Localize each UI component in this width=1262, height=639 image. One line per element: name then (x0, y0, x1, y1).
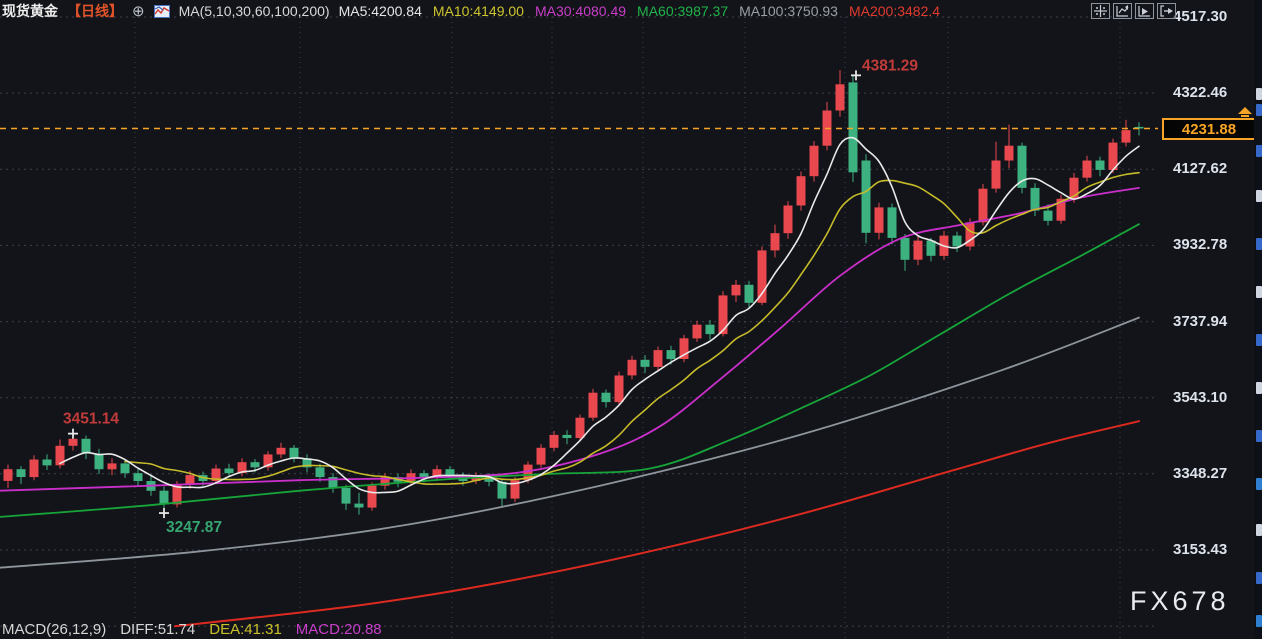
ma-legend-item: MA100:3750.93 (739, 3, 838, 19)
clipped-text-fragment (1256, 190, 1262, 202)
auto-scale-icon (1116, 5, 1129, 17)
clipped-text-fragment (1256, 615, 1262, 627)
ma-legend-item: MA5:4200.84 (338, 3, 422, 19)
clipped-text-fragment (1256, 382, 1262, 394)
macd-legend: MACD(26,12,9) DIFF:51.74 DEA:41.31 MACD:20.… (2, 621, 396, 638)
clipped-text-fragment (1256, 430, 1262, 442)
ma-legend-item: MA10:4149.00 (432, 3, 524, 19)
gridlines (0, 16, 1158, 639)
clipped-text-fragment (1256, 104, 1262, 116)
macd-dea-value: DEA:41.31 (209, 621, 282, 638)
all-time-high-label: 4381.29 (851, 57, 918, 81)
chart-legend: 现货黄金 【日线】 ⊕ MA(5,10,30,60,100,200) MA5:4… (2, 1, 940, 21)
clipped-text-fragment (1256, 524, 1262, 536)
current-price-tag: 4231.88 (1162, 118, 1256, 140)
symbol-label: 现货黄金 (2, 3, 58, 19)
clipped-text-fragment (1256, 145, 1262, 157)
current-price-value: 4231.88 (1181, 120, 1237, 138)
swing-low-label: 3247.87 (159, 508, 222, 536)
ma100-line (0, 316, 1140, 569)
go-to-latest-icon (1138, 6, 1150, 17)
macd-macd-value: MACD:20.88 (295, 621, 382, 638)
clipped-text-fragment (1256, 478, 1262, 490)
ma-settings-label: MA(5,10,30,60,100,200) (178, 3, 330, 19)
ma60-line (0, 223, 1140, 518)
svg-text:4381.29: 4381.29 (862, 57, 918, 74)
crosshair-icon (1094, 5, 1107, 17)
ma10-line (124, 171, 1140, 485)
macd-settings-label: MACD(26,12,9) (2, 621, 107, 638)
ma-legend-item: MA200:3482.4 (848, 3, 941, 19)
svg-text:3451.14: 3451.14 (63, 411, 119, 428)
expand-pane-button[interactable] (1157, 3, 1176, 19)
clipped-side-panel (1254, 0, 1262, 639)
ma5-line (59, 136, 1140, 494)
crosshair-tool-button[interactable] (1091, 3, 1110, 19)
svg-text:3247.87: 3247.87 (166, 519, 222, 536)
ma-legend-item: MA60:3987.37 (637, 3, 729, 19)
clipped-text-fragment (1256, 238, 1262, 250)
ma-values-group: MA5:4200.84 MA10:4149.00 MA30:4080.49 MA60:… (339, 3, 940, 19)
price-up-arrow-icon (1238, 107, 1252, 117)
clipped-text-fragment (1256, 334, 1262, 346)
ma-legend-item: MA30:4080.49 (534, 3, 627, 19)
swing-high-label: 3451.14 (63, 411, 119, 439)
chart-toolbar (1091, 3, 1176, 19)
watermark: FX678 (1130, 586, 1230, 616)
clipped-text-fragment (1256, 572, 1262, 584)
macd-diff-value: DIFF:51.74 (120, 621, 196, 638)
auto-scale-button[interactable] (1113, 3, 1132, 19)
mini-chart-icon (153, 4, 170, 18)
clipped-text-fragment (1256, 88, 1262, 100)
go-to-latest-button[interactable] (1135, 3, 1154, 19)
period-label: 【日线】 (67, 3, 123, 19)
add-indicator-icon[interactable]: ⊕ (132, 2, 145, 20)
pane-expand-icon (1160, 5, 1173, 17)
clipped-text-fragment (1256, 286, 1262, 298)
ma30-line (0, 187, 1140, 492)
ma200-line (174, 420, 1140, 628)
